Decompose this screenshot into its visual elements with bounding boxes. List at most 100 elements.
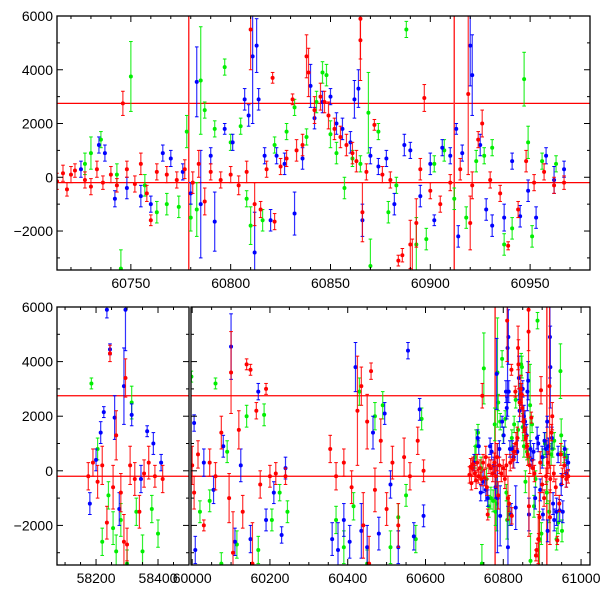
marker [264, 386, 269, 391]
marker [388, 177, 393, 182]
marker [392, 202, 397, 207]
data-point [478, 483, 483, 502]
data-point [396, 503, 401, 548]
marker [372, 414, 377, 419]
data-point [534, 206, 539, 229]
marker [500, 419, 505, 424]
data-point [128, 445, 133, 485]
marker [218, 177, 223, 182]
data-point [304, 34, 309, 79]
data-point [432, 214, 437, 227]
data-point [111, 511, 116, 546]
data-point [254, 402, 259, 420]
axes-frame [56, 15, 591, 271]
marker [190, 180, 195, 185]
marker [283, 474, 288, 479]
marker [526, 140, 531, 145]
marker [208, 153, 213, 158]
marker [201, 523, 206, 528]
marker [324, 73, 329, 78]
data-point [202, 101, 207, 119]
data-point [360, 182, 365, 243]
data-point [196, 149, 201, 178]
data-point [506, 380, 511, 404]
marker [460, 151, 465, 156]
marker [271, 490, 276, 495]
marker [490, 223, 495, 228]
marker [88, 151, 93, 156]
marker [101, 410, 106, 415]
marker [414, 220, 419, 225]
marker [354, 159, 359, 164]
data-point [191, 445, 195, 485]
data-point [540, 445, 545, 469]
marker [341, 460, 346, 465]
marker [488, 466, 493, 471]
plot-area [57, 307, 189, 565]
data-point [328, 434, 333, 464]
data-point [545, 415, 550, 428]
marker [468, 43, 473, 48]
marker [408, 242, 413, 247]
data-point [519, 355, 524, 379]
data-point [197, 500, 202, 524]
plot-area [191, 307, 590, 565]
data-point [557, 494, 562, 513]
marker [515, 436, 520, 441]
marker [242, 97, 247, 102]
y-tick-label: 0 [45, 169, 53, 185]
marker [98, 137, 103, 142]
marker [480, 393, 485, 398]
data-point [520, 393, 525, 423]
marker [428, 161, 433, 166]
marker [502, 477, 507, 481]
marker [100, 539, 105, 544]
data-point [244, 358, 249, 371]
data-point [554, 155, 559, 173]
marker [350, 151, 355, 156]
marker [250, 54, 255, 59]
marker [221, 444, 226, 449]
data-point [372, 467, 377, 513]
data-point [358, 155, 363, 173]
data-point [64, 182, 69, 197]
data-point [230, 133, 235, 151]
panel-segment: 60000 60200 60400 60600 60800 61000 [173, 306, 600, 586]
marker [278, 164, 283, 169]
marker [145, 429, 150, 434]
marker [365, 545, 370, 550]
marker [481, 460, 486, 465]
marker [272, 219, 277, 224]
data-point [402, 133, 407, 157]
marker [458, 167, 463, 172]
data-point [497, 456, 502, 475]
marker [219, 430, 224, 435]
data-point [222, 58, 227, 76]
data-point [364, 163, 369, 181]
data-point [202, 187, 207, 216]
marker [516, 427, 521, 432]
data-point [376, 157, 381, 176]
marker [90, 460, 95, 465]
marker [104, 520, 109, 525]
marker [138, 161, 143, 166]
marker [267, 474, 272, 479]
data-point [507, 494, 512, 513]
marker [322, 100, 327, 105]
marker [542, 169, 547, 174]
marker [500, 356, 505, 361]
data-point [539, 376, 543, 405]
marker [182, 167, 187, 172]
marker [348, 140, 353, 145]
data-point [562, 160, 567, 178]
data-point [562, 175, 567, 190]
data-point [547, 500, 552, 524]
data-point [384, 149, 389, 168]
marker [188, 215, 193, 220]
marker [476, 444, 481, 449]
x-tick-label: 60800 [484, 570, 523, 586]
data-point [359, 503, 364, 559]
marker [213, 474, 218, 479]
data-point [222, 123, 227, 135]
data-point [248, 206, 253, 245]
